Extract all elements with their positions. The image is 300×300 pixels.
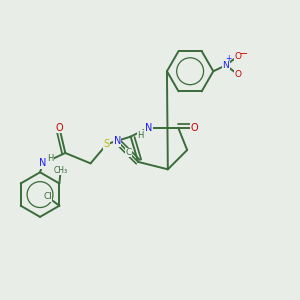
Text: −: − [240, 49, 248, 59]
Text: O: O [56, 123, 63, 133]
Text: O: O [234, 52, 241, 61]
Text: CH₃: CH₃ [54, 166, 68, 175]
Text: Cl: Cl [43, 192, 52, 201]
Text: O: O [234, 70, 241, 79]
Text: N: N [114, 136, 121, 146]
Text: H: H [137, 130, 143, 140]
Text: +: + [225, 54, 231, 63]
Text: C: C [126, 148, 132, 157]
Text: O: O [191, 123, 198, 133]
Text: N: N [39, 158, 47, 168]
Text: N: N [145, 123, 152, 133]
Text: H: H [47, 154, 54, 164]
Text: S: S [104, 139, 110, 149]
Text: N: N [222, 61, 229, 70]
